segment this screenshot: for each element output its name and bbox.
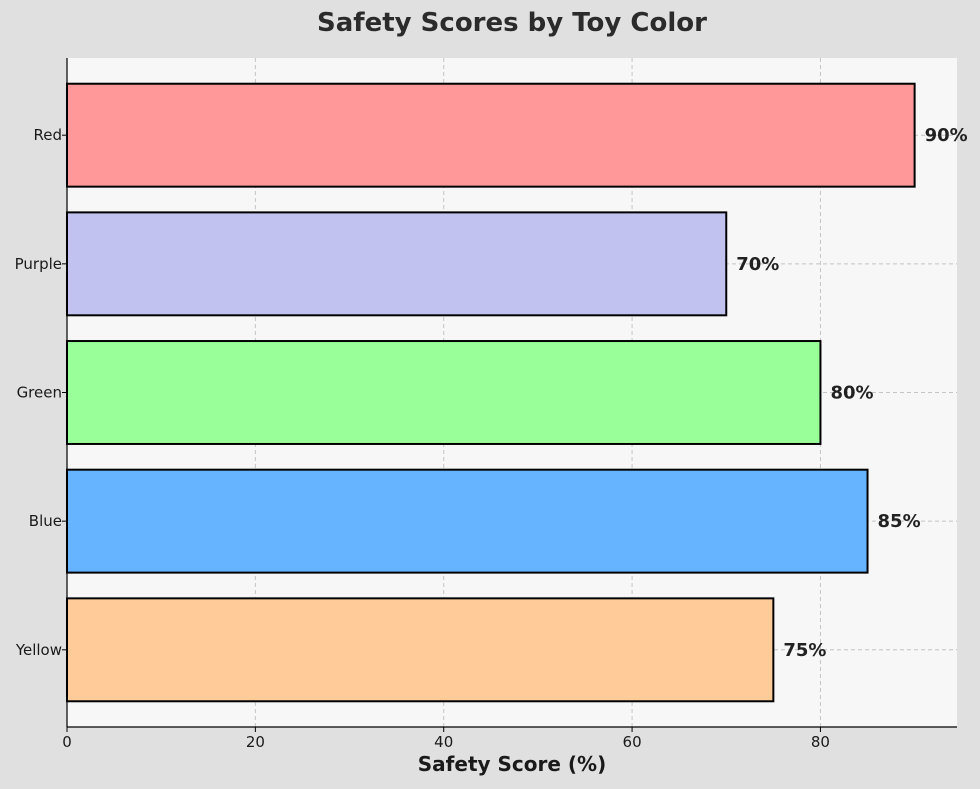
bar-purple: [66, 211, 728, 317]
bar-red: [66, 82, 916, 188]
value-label-purple: 70%: [736, 254, 779, 275]
bar-green: [66, 340, 822, 445]
y-tick-label: Green: [17, 384, 62, 402]
y-tick-label: Purple: [15, 255, 62, 273]
chart-title: Safety Scores by Toy Color: [317, 8, 707, 38]
value-labels: 75% 85% 80% 70% 90%: [736, 125, 967, 661]
value-label-blue: 85%: [878, 511, 921, 532]
value-label-green: 80%: [830, 383, 873, 404]
x-tick-label: 0: [62, 733, 72, 751]
value-label-yellow: 75%: [783, 640, 826, 661]
y-tick-label: Blue: [29, 512, 62, 530]
x-tick-label: 80: [811, 733, 830, 751]
axes: Yellow Blue Green Purple Red 0 20 40 60 80: [15, 58, 957, 751]
y-tick-label: Yellow: [15, 641, 62, 659]
x-axis-label: Safety Score (%): [418, 752, 606, 776]
bar-yellow: [66, 597, 775, 703]
bar-blue: [66, 468, 869, 574]
x-tick-label: 20: [246, 733, 265, 751]
x-tick-label: 40: [434, 733, 453, 751]
y-tick-label: Red: [34, 126, 63, 144]
value-label-red: 90%: [925, 125, 968, 146]
x-tick-label: 60: [623, 733, 642, 751]
